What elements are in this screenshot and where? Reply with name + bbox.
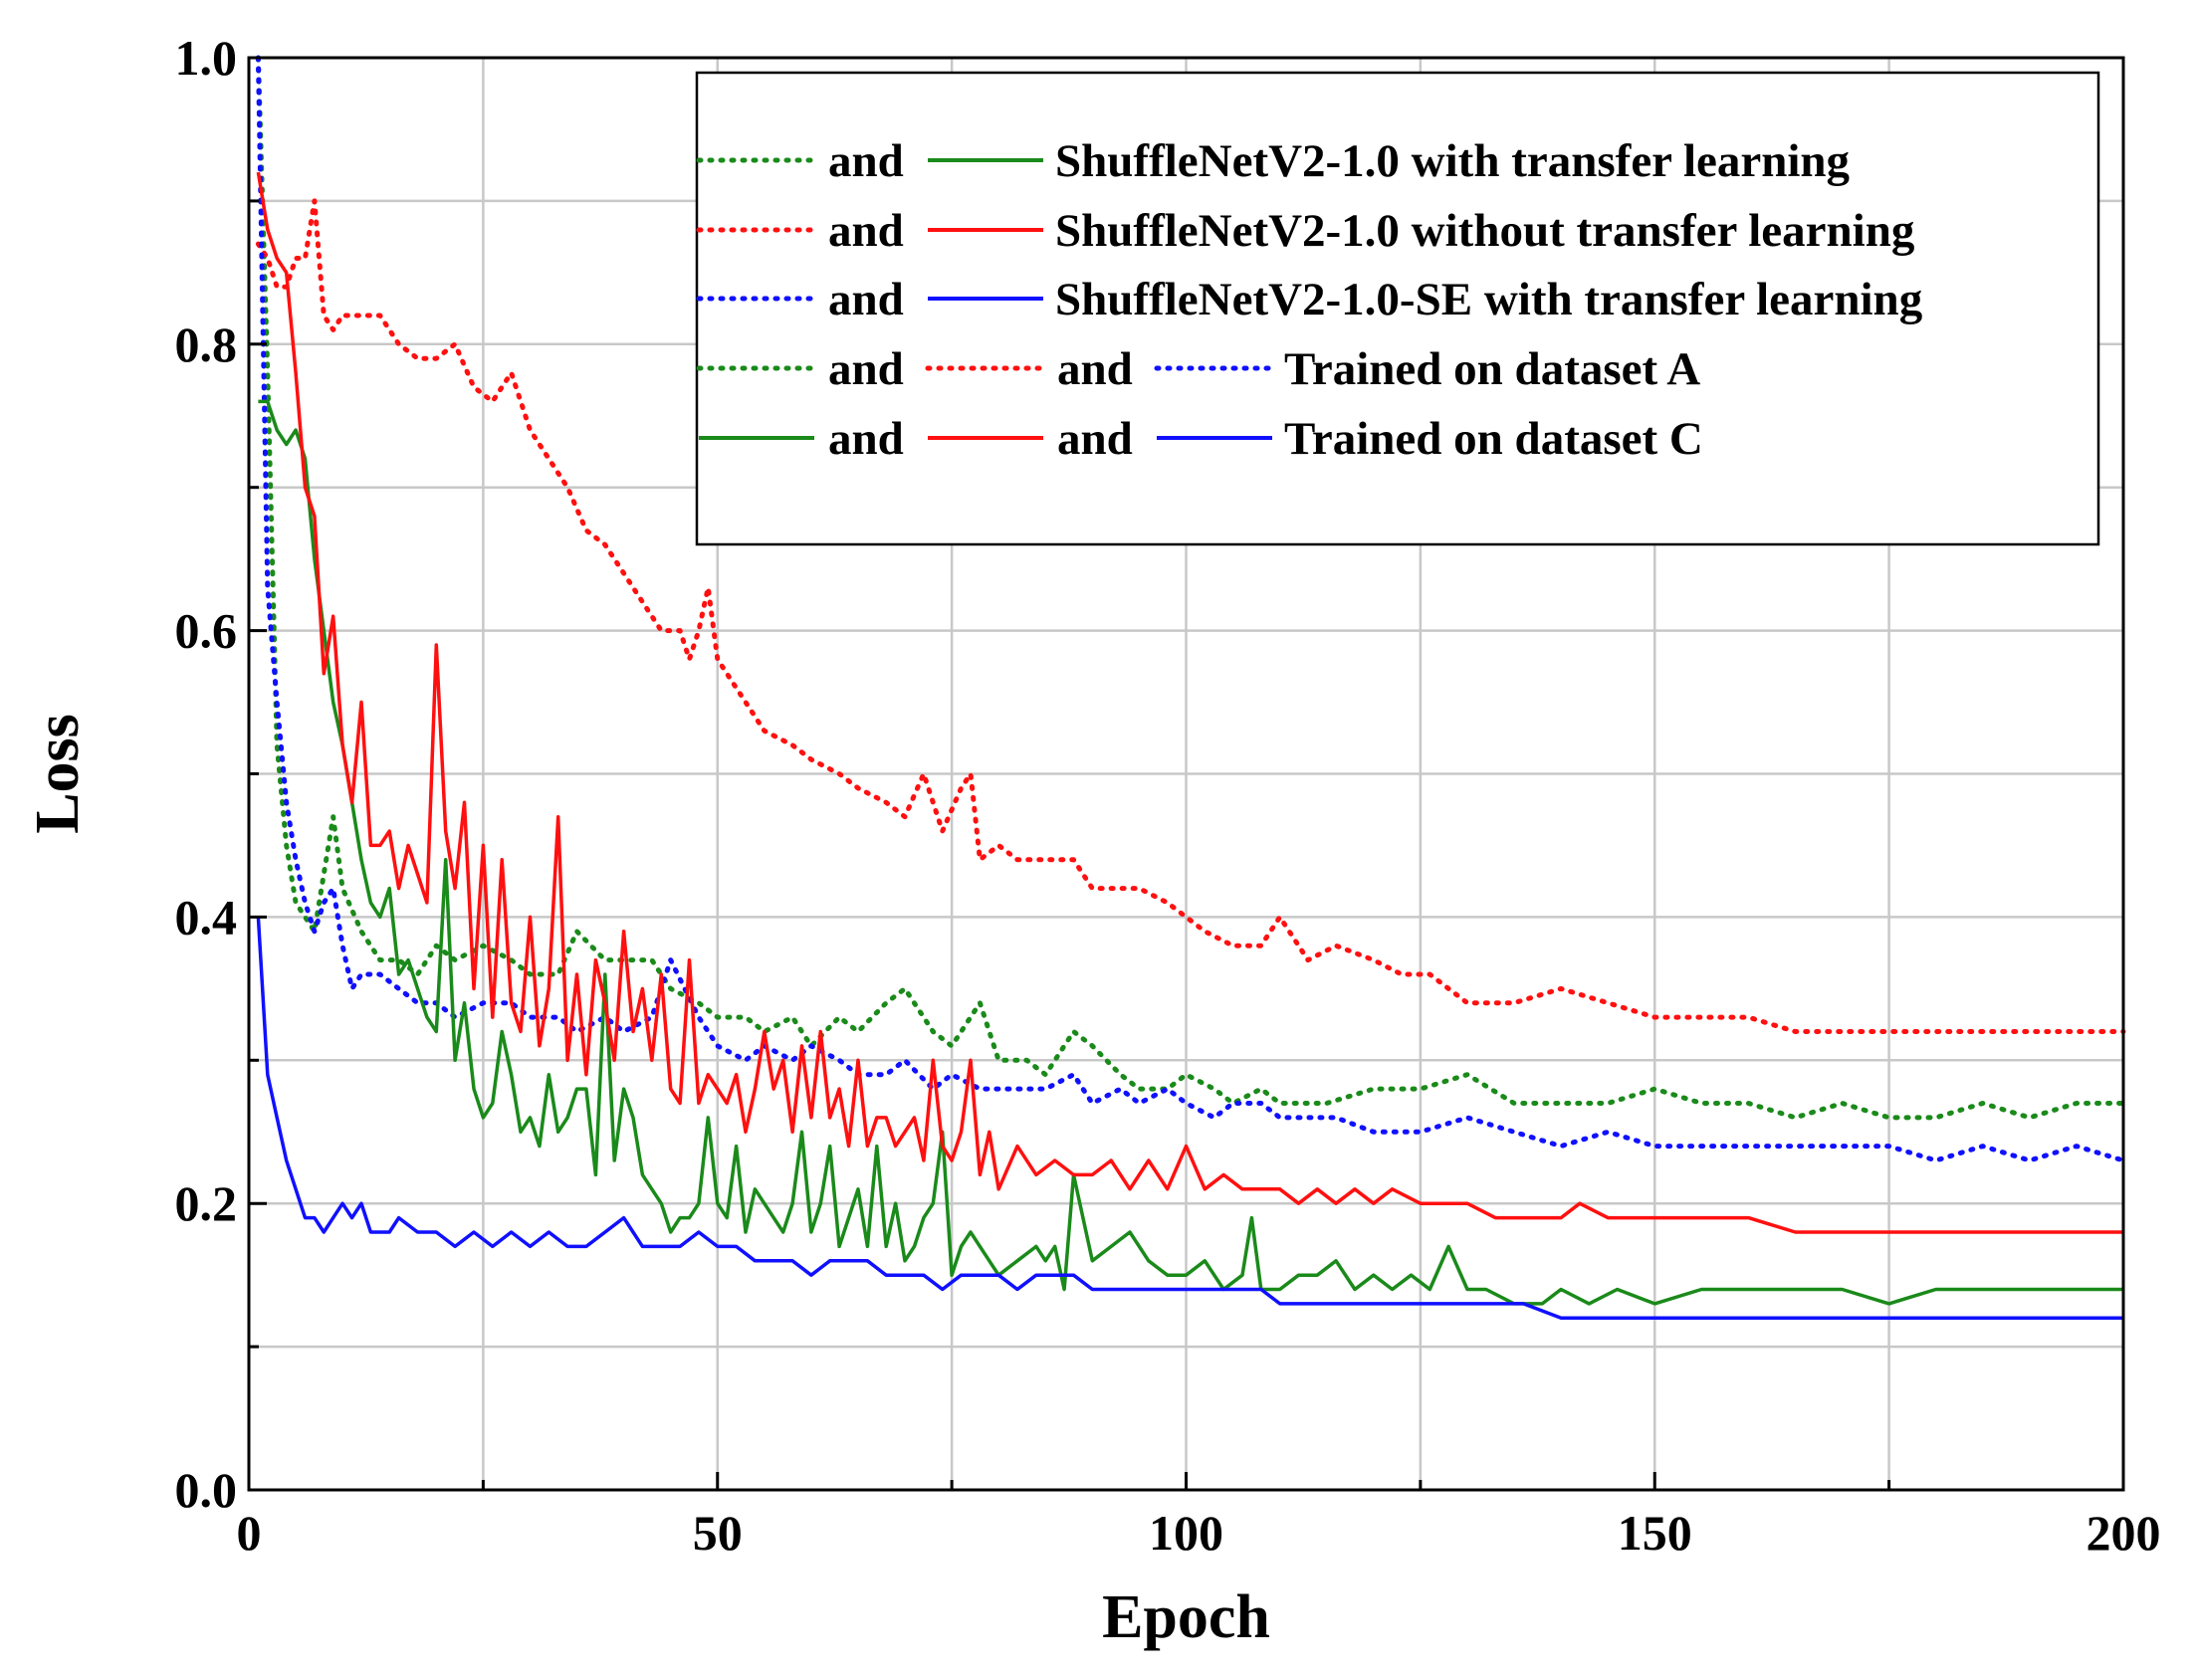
series-line-blue-solid-C [256, 917, 2123, 1321]
x-tick-label: 50 [693, 1505, 743, 1561]
legend-label: Trained on dataset C [1284, 413, 1703, 465]
legend-row: and and Trained on dataset C [699, 413, 1703, 465]
legend-joiner: and [828, 343, 904, 395]
x-tick-label: 0 [237, 1505, 262, 1561]
legend: and ShuffleNetV2-1.0 with transfer learni… [695, 71, 2100, 546]
legend-label: ShuffleNetV2-1.0 without transfer learni… [1055, 205, 1915, 257]
legend-row: and ShuffleNetV2-1.0-SE with transfer lea… [696, 274, 1923, 325]
y-tick-label: 1.0 [175, 30, 238, 86]
series-line-red-solid-C [256, 171, 2123, 1234]
legend-box [695, 71, 2100, 546]
legend-joiner: and [1057, 413, 1133, 465]
series-layer [255, 55, 2126, 1321]
ticks [247, 56, 2125, 1492]
series-line-green-dotted-A [255, 55, 2126, 1121]
legend-joiner: and [1057, 343, 1133, 395]
y-tick-label: 0.4 [175, 889, 238, 945]
x-axis-title: Epoch [1102, 1583, 1270, 1651]
y-tick-label: 0.0 [175, 1462, 238, 1518]
series-line-green-solid-C [258, 399, 2123, 1306]
y-tick-label: 0.2 [175, 1175, 238, 1231]
legend-label: ShuffleNetV2-1.0 with transfer learning [1055, 135, 1851, 187]
series-line-red-dotted-A [255, 198, 2126, 1034]
y-tick-label: 0.8 [175, 316, 238, 372]
y-axis-title: Loss [24, 714, 92, 834]
legend-joiner: and [828, 205, 904, 257]
tick-labels: 0 50 100 150 200 0.0 0.2 0.4 0.6 0.8 1.0 [175, 30, 2161, 1561]
legend-joiner: and [828, 274, 904, 325]
legend-row: and ShuffleNetV2-1.0 without transfer lea… [696, 205, 1915, 257]
legend-joiner: and [828, 135, 904, 187]
legend-joiner: and [828, 413, 904, 465]
legend-label: ShuffleNetV2-1.0-SE with transfer learni… [1055, 274, 1923, 325]
legend-row: and ShuffleNetV2-1.0 with transfer learni… [696, 135, 1851, 187]
x-tick-label: 100 [1149, 1505, 1223, 1561]
legend-row: and and Trained on dataset A [696, 343, 1700, 395]
legend-label: Trained on dataset A [1284, 343, 1700, 395]
x-tick-label: 200 [2087, 1505, 2161, 1561]
series-line-blue-dotted-A [255, 55, 2126, 1163]
x-tick-label: 150 [1618, 1505, 1692, 1561]
y-tick-label: 0.6 [175, 603, 238, 659]
